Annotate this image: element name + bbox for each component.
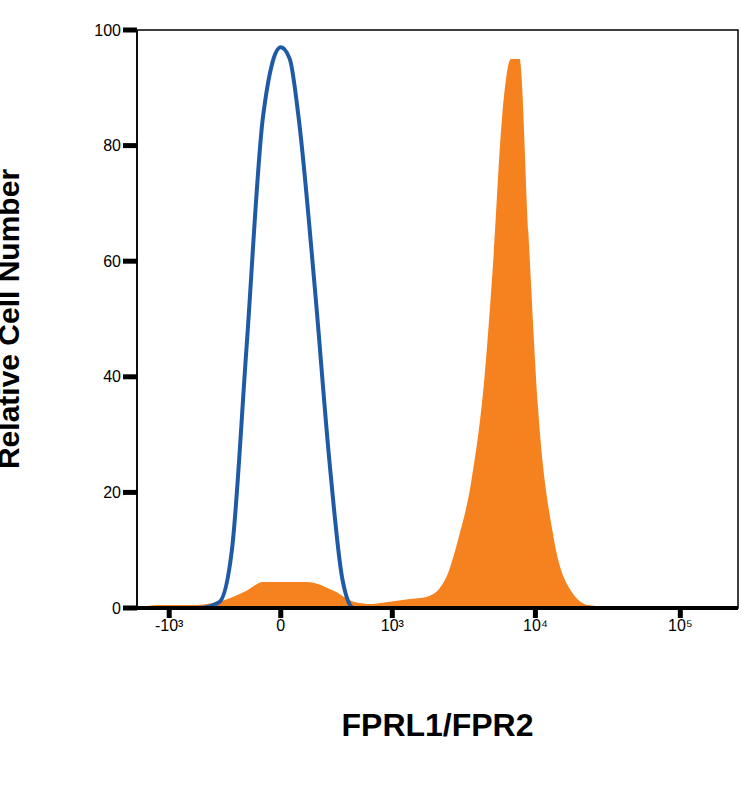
svg-text:100: 100 bbox=[94, 22, 121, 39]
svg-text:Relative Cell Number: Relative Cell Number bbox=[8, 169, 25, 469]
svg-text:0: 0 bbox=[276, 617, 285, 634]
svg-text:10³: 10³ bbox=[381, 617, 405, 634]
svg-text:10⁵: 10⁵ bbox=[668, 617, 692, 634]
svg-text:60: 60 bbox=[103, 253, 121, 270]
svg-text:40: 40 bbox=[103, 368, 121, 385]
svg-text:20: 20 bbox=[103, 484, 121, 501]
svg-text:FPRL1/FPR2: FPRL1/FPR2 bbox=[341, 707, 533, 743]
svg-text:-10³: -10³ bbox=[155, 617, 184, 634]
svg-text:80: 80 bbox=[103, 137, 121, 154]
svg-text:0: 0 bbox=[112, 600, 121, 617]
svg-text:10⁴: 10⁴ bbox=[523, 617, 548, 634]
